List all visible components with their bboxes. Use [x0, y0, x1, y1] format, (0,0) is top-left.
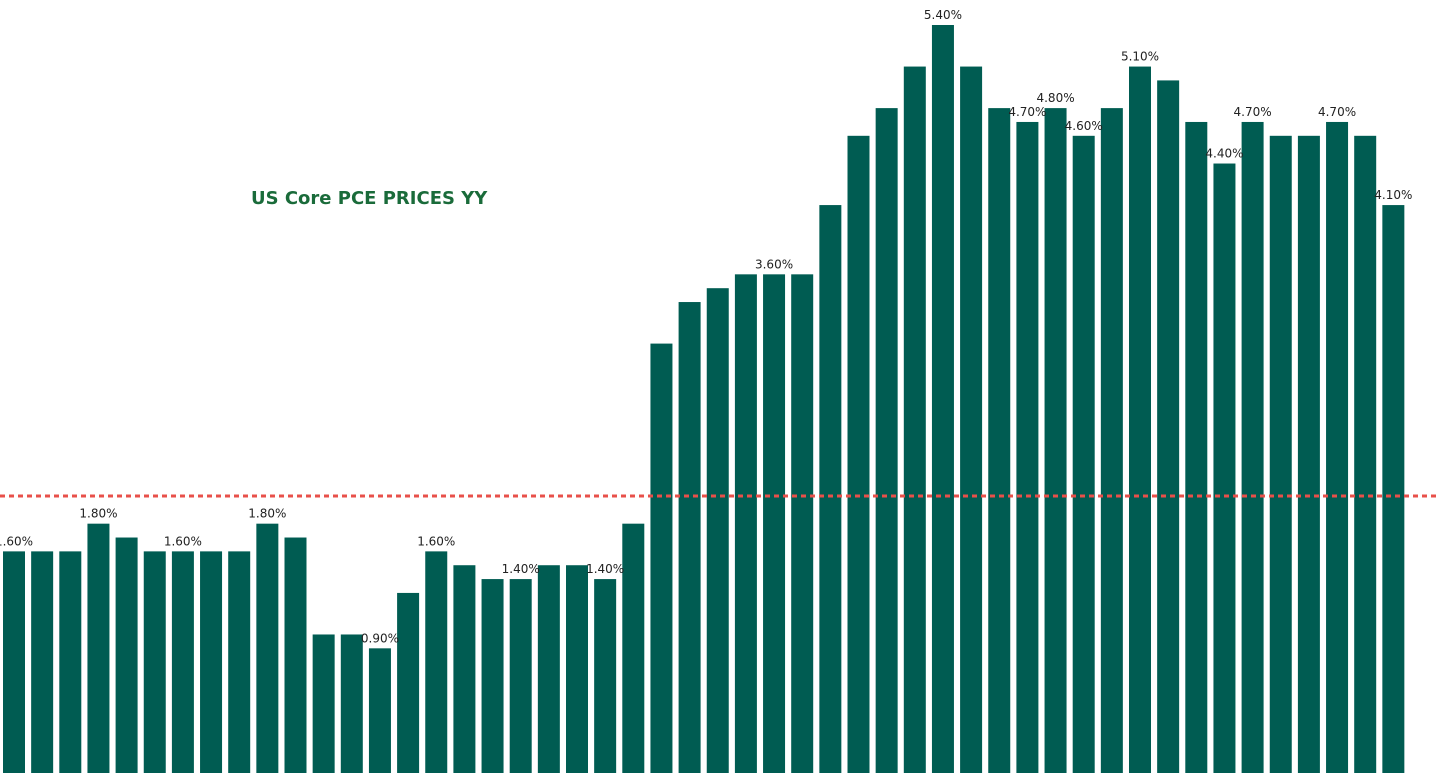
bar	[1269, 135, 1292, 773]
bar	[903, 66, 926, 773]
bar	[594, 579, 617, 773]
data-label: 4.70%	[1318, 105, 1356, 119]
bar	[312, 634, 335, 773]
bar	[763, 274, 786, 773]
data-label: 4.70%	[1008, 105, 1046, 119]
bar	[706, 288, 729, 773]
bar	[509, 579, 532, 773]
bar	[31, 551, 54, 773]
bar	[284, 537, 307, 773]
bar	[931, 25, 954, 773]
bar	[59, 551, 82, 773]
data-label: 1.60%	[417, 534, 455, 548]
bar	[1297, 135, 1320, 773]
bar	[1354, 135, 1377, 773]
bar	[340, 634, 363, 773]
bar	[622, 523, 645, 773]
bar	[228, 551, 251, 773]
bar	[200, 551, 223, 773]
data-label: 1.80%	[248, 507, 286, 521]
bar	[678, 302, 701, 773]
bar	[1382, 205, 1405, 773]
bar	[847, 135, 870, 773]
data-label: 4.10%	[1374, 188, 1412, 202]
bar	[650, 343, 673, 773]
bar	[171, 551, 194, 773]
data-label: 1.60%	[0, 534, 33, 548]
bar	[1100, 108, 1123, 774]
bar	[988, 108, 1011, 774]
bar	[115, 537, 138, 773]
bar	[1157, 80, 1180, 773]
data-label: 4.40%	[1205, 147, 1243, 161]
data-label: 3.60%	[755, 257, 793, 271]
data-label: 5.40%	[924, 8, 962, 22]
bar	[537, 565, 560, 773]
bar	[1241, 121, 1264, 773]
bar	[566, 565, 588, 773]
bar	[1213, 163, 1236, 773]
bar	[734, 274, 757, 773]
data-label: 1.40%	[502, 562, 540, 576]
chart-title: US Core PCE PRICES YY	[251, 188, 488, 209]
bar	[87, 523, 110, 773]
data-label: 0.90%	[361, 631, 399, 645]
bar	[1129, 66, 1151, 773]
bar	[791, 274, 814, 773]
data-label: 1.80%	[79, 507, 117, 521]
bar	[875, 108, 898, 774]
data-label: 5.10%	[1121, 50, 1159, 64]
bar	[368, 648, 391, 773]
bar	[256, 523, 279, 773]
bar	[3, 551, 25, 773]
bar	[397, 592, 420, 773]
bar	[960, 66, 983, 773]
data-label: 4.70%	[1234, 105, 1272, 119]
data-label: 1.60%	[164, 534, 202, 548]
bar	[143, 551, 166, 773]
bar	[1326, 121, 1349, 773]
data-label: 4.60%	[1065, 119, 1103, 133]
bar	[1072, 135, 1095, 773]
bar	[1044, 108, 1067, 774]
bar	[819, 205, 842, 773]
bar	[1016, 121, 1039, 773]
data-labels-group: 1.60% 1.80% 1.60% 1.80% 0.90% 1.60% 1.40% 1.40%…	[0, 8, 1412, 645]
bar	[425, 551, 448, 773]
data-label: 1.40%	[586, 562, 624, 576]
data-label: 4.80%	[1036, 91, 1074, 105]
bar	[481, 579, 504, 773]
bar	[1185, 121, 1208, 773]
bars-group	[3, 25, 1405, 774]
bar	[453, 565, 476, 773]
